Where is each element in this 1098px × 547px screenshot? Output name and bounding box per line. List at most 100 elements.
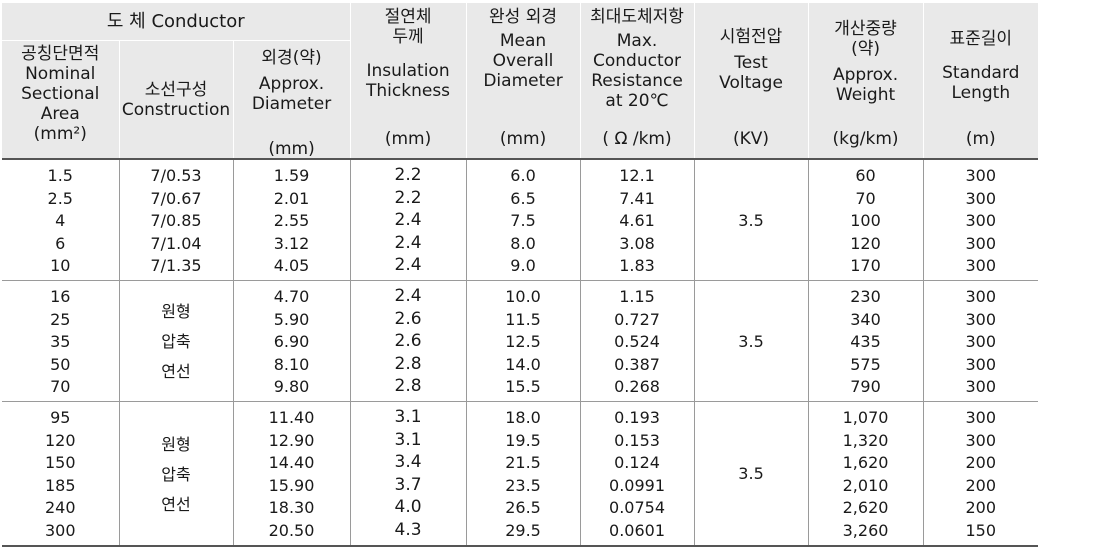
diameter-column: 1.59 2.01 2.55 3.12 4.05 <box>232 157 351 281</box>
cell-value: 0.387 <box>614 354 660 374</box>
cell-value: 23.5 <box>505 475 541 495</box>
cell-value: 3.12 <box>273 233 310 253</box>
table-body: 1.5 2.5 4 6 10 7/0.53 7/0.67 7/0.85 7/1.04 7/1.35… <box>2 157 1039 547</box>
cell-value: 150 <box>44 453 76 473</box>
cell-value: 4.0 <box>394 497 422 518</box>
cell-value: 4.05 <box>273 256 310 276</box>
cell-value: 0.727 <box>614 309 660 329</box>
cell-value: 0.153 <box>614 430 660 450</box>
approx-weight-header: 개산중량 (약) Approx. Weight (kg/km) <box>807 3 924 159</box>
cell-value: 2.01 <box>273 188 310 208</box>
overall-diameter-column: 6.0 6.5 7.5 8.0 9.0 <box>465 157 581 281</box>
cell-value: 170 <box>850 256 881 276</box>
area-column: 16 25 35 50 70 <box>2 280 119 402</box>
cell-value: 7/0.67 <box>150 188 202 208</box>
cell-value: 8.10 <box>273 354 310 374</box>
cell-value: 16 <box>50 286 71 306</box>
cell-value: 0.0601 <box>609 520 666 540</box>
cell-value: 4.70 <box>273 286 310 306</box>
cell-value: 200 <box>965 475 997 495</box>
diameter-column: 11.40 12.90 14.40 15.90 18.30 20.50 <box>232 401 351 547</box>
cell-value: 11.40 <box>268 407 315 427</box>
cell-value: 연선 <box>161 362 191 382</box>
cell-value: 2.4 <box>394 232 422 253</box>
cell-value: 300 <box>965 309 997 329</box>
cell-value: 60 <box>855 166 876 185</box>
cell-value: 185 <box>44 475 76 495</box>
voltage-column: 3.5 <box>693 401 809 547</box>
cell-value: 7/1.35 <box>150 256 202 276</box>
cell-value: 1,620 <box>842 453 889 473</box>
cell-value: 790 <box>850 377 881 397</box>
cell-value: 300 <box>965 430 997 450</box>
cell-value: 300 <box>965 166 997 185</box>
cell-value: 7.5 <box>510 211 536 231</box>
cell-value: 4.61 <box>619 211 655 231</box>
table-row-group: 16 25 35 50 70 원형 압축 연선 4.70 5.90 6.90 8.10 9.80 2.4 2… <box>2 280 1039 402</box>
thickness-column: 3.1 3.1 3.4 3.7 4.0 4.3 <box>349 401 467 547</box>
cell-value: 2.4 <box>394 285 422 306</box>
cell-value: 압축 <box>161 332 191 352</box>
length-column: 300 300 300 300 300 <box>922 280 1039 402</box>
thickness-column: 2.2 2.2 2.4 2.4 2.4 <box>349 157 467 281</box>
cell-value: 0.0754 <box>609 498 666 518</box>
cable-spec-table: 도 체 Conductor 절연체 두께 Insulation Thicknes… <box>2 3 1039 547</box>
cell-value: 1.15 <box>619 286 655 306</box>
area-column: 1.5 2.5 4 6 10 <box>2 157 119 281</box>
cell-value: 12.5 <box>505 332 541 352</box>
cell-value: 70 <box>50 377 71 397</box>
cell-value: 340 <box>850 309 881 329</box>
overall-diameter-column: 10.0 11.5 12.5 14.0 15.5 <box>465 280 581 402</box>
standard-length-header: 표준길이 Standard Length (m) <box>922 3 1039 159</box>
cell-value: 435 <box>850 332 881 352</box>
cell-value: 120 <box>850 233 881 253</box>
cell-value: 21.5 <box>505 453 541 473</box>
cell-value: 29.5 <box>505 520 541 540</box>
cell-value: 300 <box>965 188 997 208</box>
cell-value: 7/0.85 <box>150 211 202 231</box>
cell-value: 2.4 <box>394 255 422 276</box>
cell-value: 9.80 <box>273 377 310 397</box>
weight-column: 60 70 100 120 170 <box>807 157 924 281</box>
cell-value: 2.6 <box>394 308 422 329</box>
construction-column: 원형 압축 연선 <box>118 401 233 547</box>
cell-value: 4.3 <box>394 519 422 540</box>
cell-value: 2.4 <box>394 210 422 231</box>
cell-value: 14.0 <box>505 354 541 374</box>
cell-value: 1.59 <box>273 166 310 185</box>
cell-value: 18.30 <box>268 498 315 518</box>
cell-value: 20.50 <box>268 520 315 540</box>
cell-value: 15.90 <box>268 475 315 495</box>
cell-value: 200 <box>965 498 997 518</box>
cell-value: 2.2 <box>394 165 422 185</box>
cell-value: 19.5 <box>505 430 541 450</box>
conductor-resistance-header: 최대도체저항 Max. Conductor Resistance at 20℃ … <box>579 3 695 159</box>
table-header: 도 체 Conductor 절연체 두께 Insulation Thicknes… <box>2 3 1039 159</box>
cell-value: 7/0.53 <box>150 166 202 185</box>
cell-value: 7/1.04 <box>150 233 202 253</box>
cell-value: 원형 <box>161 302 191 322</box>
cell-value: 240 <box>44 498 76 518</box>
cell-value: 10 <box>50 256 71 276</box>
cell-value: 150 <box>965 520 997 540</box>
voltage-column: 3.5 <box>693 157 809 281</box>
cell-value: 3.5 <box>738 211 764 231</box>
length-column: 300 300 300 300 300 <box>922 157 1039 281</box>
cell-value: 2.55 <box>273 211 310 231</box>
construction-header: 소선구성 Construction <box>118 40 233 159</box>
cell-value: 3.5 <box>738 464 764 484</box>
cell-value: 6.5 <box>510 188 536 208</box>
cell-value: 0.268 <box>614 377 660 397</box>
cell-value: 200 <box>965 453 997 473</box>
weight-column: 1,070 1,320 1,620 2,010 2,620 3,260 <box>807 401 924 547</box>
cell-value: 3,260 <box>842 520 889 540</box>
cell-value: 18.0 <box>505 407 541 427</box>
cell-value: 300 <box>965 286 997 306</box>
cell-value: 26.5 <box>505 498 541 518</box>
cell-value: 25 <box>50 309 71 329</box>
table-row-group: 1.5 2.5 4 6 10 7/0.53 7/0.67 7/0.85 7/1.04 7/1.35… <box>2 157 1039 281</box>
cell-value: 4 <box>55 211 66 231</box>
thickness-column: 2.4 2.6 2.6 2.8 2.8 <box>349 280 467 402</box>
cell-value: 300 <box>965 354 997 374</box>
diameter-header: 외경(약) Approx. Diameter (mm) <box>232 40 351 159</box>
